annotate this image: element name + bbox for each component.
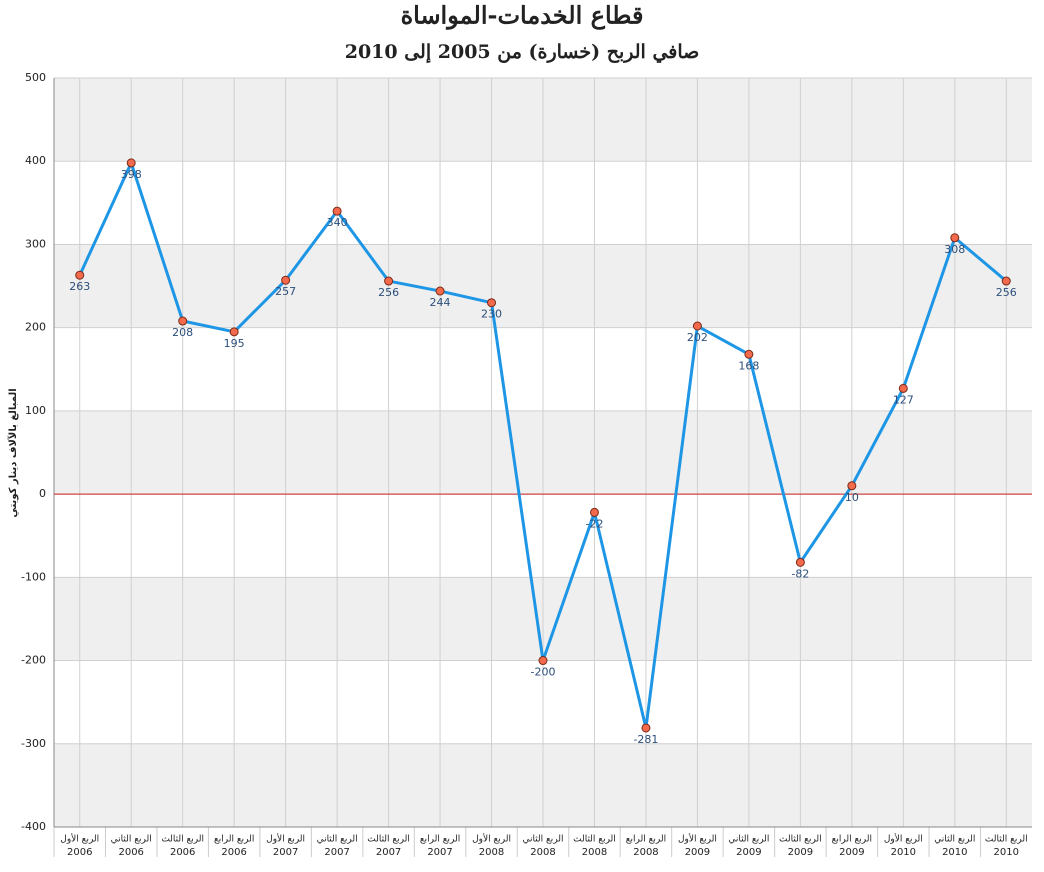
x-tick-label: 2009 [736,847,761,858]
x-tick-label: الربع الأول [472,833,511,845]
chart-title: قطاع الخدمات-المواساة [401,1,644,31]
y-tick-label: -100 [21,570,46,583]
x-tick-label: 2009 [788,847,813,858]
x-tick-label: الربع الرابع [420,835,460,845]
data-label: 202 [687,331,708,344]
x-tick-label: 2007 [324,847,349,858]
x-tick-label: الربع الثاني [934,835,975,845]
x-tick-label: 2006 [67,847,92,858]
x-tick-label: 2010 [942,847,967,858]
x-tick-label: الربع الأول [266,833,305,845]
x-tick-label: 2006 [221,847,246,858]
x-tick-label: الربع الثاني [317,835,358,845]
x-tick-label: 2009 [839,847,864,858]
marker [744,349,754,359]
marker [281,275,291,285]
y-tick-label: 400 [25,154,46,167]
y-tick-label: 200 [25,321,46,334]
x-tick-label: 2010 [994,847,1019,858]
data-label: 168 [738,359,759,372]
x-tick-label: الربع الثالث [573,835,616,845]
data-label: -22 [585,517,603,530]
marker [332,206,342,216]
marker [126,158,136,168]
x-tick-label: 2008 [530,847,555,858]
x-tick-label: الربع الرابع [214,835,254,845]
data-label: 256 [996,286,1017,299]
x-tick-label: الربع الأول [884,833,923,845]
marker [75,270,85,280]
x-tick-label: 2007 [427,847,452,858]
x-tick-label: 2007 [376,847,401,858]
x-tick-label: 2008 [633,847,658,858]
data-label: 257 [275,285,296,298]
x-tick-label: 2008 [582,847,607,858]
data-label: 244 [430,296,451,309]
y-tick-label: -400 [21,820,46,833]
data-label: -200 [531,666,556,679]
y-axis-label: المبالغ بالآلاف دينار كويتي [7,388,19,517]
x-tick-label: الربع الثالث [985,835,1028,845]
y-tick-label: -300 [21,737,46,750]
x-tick-label: 2006 [118,847,143,858]
data-label: 398 [121,168,142,181]
data-label: 340 [327,216,348,229]
marker [847,481,857,491]
marker [487,298,497,308]
data-label: 127 [893,393,914,406]
data-label: 308 [944,243,965,256]
marker [435,286,445,296]
x-tick-label: الربع الثالث [161,835,204,845]
x-tick-label: 2008 [479,847,504,858]
x-tick-label: 2009 [685,847,710,858]
marker [950,233,960,243]
data-label: 10 [845,491,859,504]
x-tick-label: الربع الثالث [779,835,822,845]
y-tick-label: 500 [25,71,46,84]
marker [692,321,702,331]
y-tick-label: 0 [39,487,46,500]
marker [795,557,805,567]
marker [1001,276,1011,286]
data-label: 230 [481,308,502,321]
marker [178,316,188,326]
x-tick-label: الربع الثاني [522,835,563,845]
x-tick-label: 2006 [170,847,195,858]
data-label: 208 [172,326,193,339]
x-tick-label: الربع الثاني [111,835,152,845]
x-tick-label: الربع الرابع [626,835,666,845]
marker [898,383,908,393]
chart-subtitle: صافي الربح (خسارة) من 2005 إلى 2010 [345,41,700,64]
x-tick-label: 2010 [891,847,916,858]
data-label: 195 [224,337,245,350]
marker [589,507,599,517]
x-tick-label: الربع الأول [678,833,717,845]
data-label: 263 [69,280,90,293]
marker [538,656,548,666]
marker [229,327,239,337]
marker [641,723,651,733]
y-tick-label: 300 [25,237,46,250]
data-label: -82 [791,567,809,580]
x-tick-label: الربع الأول [60,833,99,845]
x-tick-label: الربع الثالث [367,835,410,845]
y-tick-label: 100 [25,404,46,417]
marker [384,276,394,286]
data-label: -281 [633,733,658,746]
x-tick-label: الربع الرابع [832,835,872,845]
x-tick-label: الربع الثاني [728,835,769,845]
x-tick-label: 2007 [273,847,298,858]
y-tick-label: -200 [21,654,46,667]
data-label: 256 [378,286,399,299]
